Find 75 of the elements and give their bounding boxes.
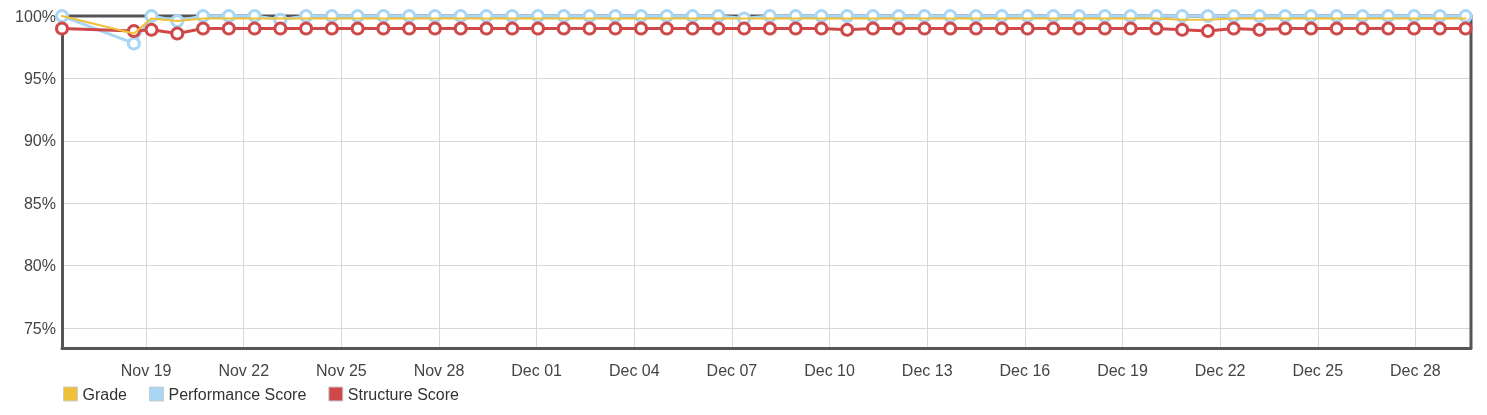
point bbox=[453, 21, 468, 36]
point bbox=[891, 21, 906, 36]
point bbox=[685, 21, 700, 36]
point bbox=[1020, 21, 1035, 36]
point bbox=[840, 22, 855, 37]
point bbox=[273, 21, 288, 36]
point bbox=[324, 21, 339, 36]
point bbox=[814, 21, 829, 36]
point bbox=[505, 21, 520, 36]
point bbox=[1149, 21, 1164, 36]
point bbox=[582, 21, 597, 36]
x-tick-label: Dec 28 bbox=[1390, 361, 1441, 379]
point bbox=[170, 26, 185, 41]
point bbox=[247, 21, 262, 36]
x-tick-label: Dec 01 bbox=[511, 361, 563, 379]
legend-label: Structure Score bbox=[347, 385, 460, 403]
x-tick-label: Dec 25 bbox=[1292, 361, 1344, 379]
point bbox=[402, 21, 417, 36]
point bbox=[608, 21, 623, 36]
x-tick-label: Dec 04 bbox=[608, 361, 660, 379]
x-tick-label: Dec 07 bbox=[706, 361, 758, 379]
point bbox=[1123, 21, 1138, 36]
x-tick-label: Dec 13 bbox=[901, 361, 953, 379]
point bbox=[427, 21, 442, 36]
point bbox=[994, 21, 1009, 36]
point bbox=[1432, 21, 1447, 36]
y-tick-label: 90% bbox=[23, 132, 56, 150]
point bbox=[943, 21, 958, 36]
point bbox=[1072, 21, 1087, 36]
legend-label: Performance Score bbox=[168, 385, 307, 403]
point bbox=[531, 21, 545, 36]
point bbox=[556, 21, 571, 36]
y-tick-label: 80% bbox=[23, 257, 56, 275]
x-tick-label: Dec 16 bbox=[999, 361, 1051, 379]
point bbox=[144, 22, 159, 37]
point bbox=[1355, 21, 1370, 36]
point bbox=[1329, 21, 1344, 36]
point bbox=[1200, 23, 1215, 38]
x-tick-label: Nov 28 bbox=[413, 361, 465, 379]
point bbox=[299, 21, 314, 36]
y-tick-label: 100% bbox=[15, 7, 56, 25]
x-tick-label: Nov 19 bbox=[120, 361, 172, 379]
point bbox=[711, 21, 726, 36]
point bbox=[634, 21, 649, 36]
point bbox=[350, 21, 365, 36]
point bbox=[1303, 21, 1318, 36]
point bbox=[196, 21, 211, 36]
point bbox=[376, 21, 391, 36]
point bbox=[1381, 21, 1396, 36]
x-tick-label: Dec 10 bbox=[804, 361, 855, 379]
point bbox=[479, 21, 494, 36]
point bbox=[737, 21, 752, 36]
point bbox=[762, 21, 777, 36]
x-tick-label: Dec 22 bbox=[1194, 361, 1246, 379]
point bbox=[1278, 21, 1293, 36]
point bbox=[865, 21, 880, 36]
x-tick-label: Nov 25 bbox=[316, 361, 367, 379]
point bbox=[1458, 21, 1473, 36]
y-tick-label: 85% bbox=[23, 194, 56, 212]
y-tick-label: 75% bbox=[23, 319, 56, 337]
legend-label: Grade bbox=[82, 385, 128, 403]
point bbox=[788, 21, 803, 36]
point bbox=[659, 21, 674, 36]
point bbox=[221, 21, 236, 36]
x-tick-label: Dec 19 bbox=[1097, 361, 1148, 379]
point bbox=[1097, 21, 1112, 36]
point bbox=[1407, 21, 1422, 36]
x-tick-label: Nov 22 bbox=[218, 361, 270, 379]
point bbox=[1175, 22, 1190, 37]
point bbox=[969, 21, 984, 36]
point bbox=[1046, 21, 1061, 36]
point bbox=[1226, 21, 1241, 36]
point bbox=[917, 21, 932, 36]
y-tick-label: 95% bbox=[23, 69, 56, 87]
point bbox=[1252, 22, 1267, 37]
